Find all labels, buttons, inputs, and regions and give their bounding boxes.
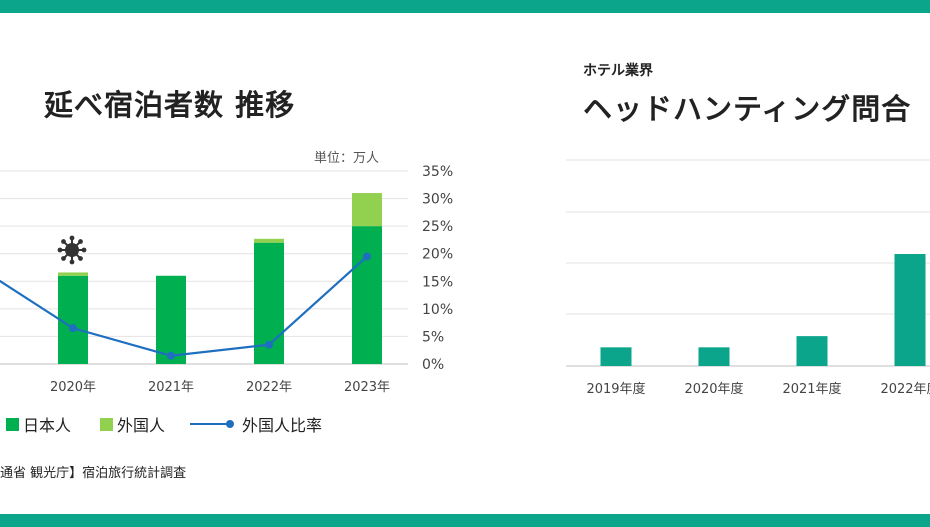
legend-japanese: 日本人 bbox=[6, 412, 71, 436]
left-chart-title: 延べ宿泊者数 推移 bbox=[44, 88, 296, 122]
right-x-tick-label: 2019年度 bbox=[586, 381, 645, 397]
ratio-point bbox=[167, 351, 175, 360]
right-x-tick-label: 2021年度 bbox=[782, 381, 841, 397]
unit-label: 単位：万人 bbox=[314, 151, 380, 166]
left-right-axis-tick: 25% bbox=[422, 219, 453, 235]
left-x-tick-label: 2023年 bbox=[344, 380, 390, 395]
left-right-axis-tick: 0% bbox=[422, 357, 444, 373]
right-chart: 2019年度 2020年度 2021年度 2022年度 bbox=[566, 159, 930, 397]
legend-swatch-japanese bbox=[6, 417, 19, 431]
ratio-point bbox=[69, 324, 77, 333]
right-x-tick-label: 2022年度 bbox=[880, 381, 930, 397]
right-chart-subtitle: ホテル業界 bbox=[583, 63, 653, 79]
left-right-axis-tick: 35% bbox=[422, 164, 453, 180]
left-right-axis-tick: 15% bbox=[422, 274, 453, 290]
left-right-axis-tick: 30% bbox=[422, 192, 453, 208]
bar-japanese bbox=[58, 275, 88, 364]
bar-foreign bbox=[254, 238, 284, 243]
left-right-axis-tick: 10% bbox=[422, 302, 453, 318]
bar-japanese bbox=[156, 275, 186, 364]
right-x-tick-label: 2020年度 bbox=[684, 381, 743, 397]
legend-label-foreign: 外国人 bbox=[117, 416, 166, 435]
ratio-point bbox=[363, 252, 371, 261]
virus-icon bbox=[57, 235, 87, 265]
left-x-tick-label: 2021年 bbox=[148, 380, 194, 395]
left-right-axis-tick: 20% bbox=[422, 247, 453, 263]
source-note: 通省 観光庁】宿泊旅行統計調査 bbox=[0, 466, 187, 481]
bar-foreign bbox=[352, 193, 382, 227]
left-x-tick-label: 2022年 bbox=[246, 380, 292, 395]
left-x-tick-label: 2020年 bbox=[50, 380, 96, 395]
legend-ratio: 外国人比率 bbox=[188, 412, 322, 436]
bottom-band bbox=[0, 514, 930, 527]
left-chart: 35% 30% 25% 20% 15% 10% 5% 0% 2020年 2021年 2022年 202… bbox=[0, 164, 453, 395]
legend-label-ratio: 外国人比率 bbox=[242, 416, 323, 435]
legend-label-japanese: 日本人 bbox=[23, 416, 72, 435]
right-bar bbox=[796, 336, 828, 366]
right-bar bbox=[600, 347, 632, 366]
right-bar bbox=[894, 254, 926, 366]
bar-foreign bbox=[58, 272, 88, 276]
left-right-axis-tick: 5% bbox=[422, 329, 444, 345]
bar-japanese bbox=[352, 226, 382, 364]
top-band bbox=[0, 0, 930, 13]
right-chart-title: ヘッドハンティング問合 bbox=[583, 92, 912, 126]
ratio-point bbox=[265, 340, 273, 349]
legend-swatch-foreign bbox=[100, 417, 113, 431]
legend-foreign: 外国人 bbox=[100, 412, 165, 436]
legend-line-ratio bbox=[190, 420, 234, 428]
right-bar bbox=[698, 347, 730, 366]
